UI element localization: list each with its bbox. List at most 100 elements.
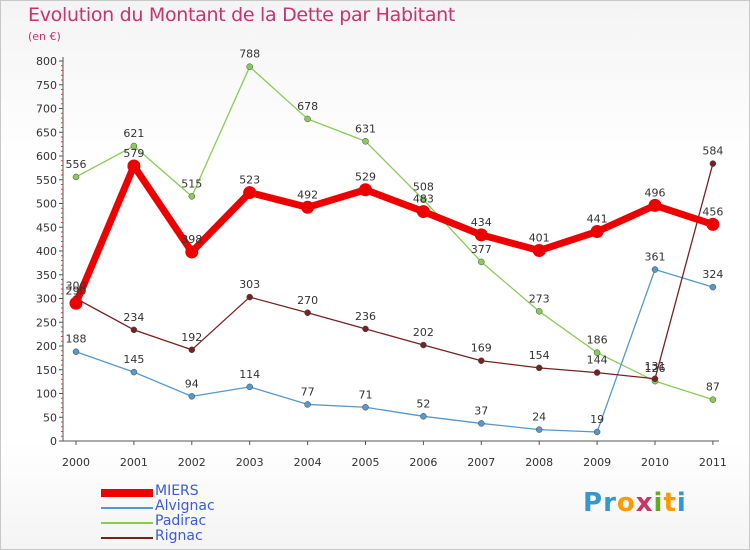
legend-swatch (101, 489, 153, 497)
y-tick-label: 300 (36, 293, 57, 306)
data-label: 434 (471, 216, 492, 229)
data-labels: 290 579 398 523 492 529 483 434 401 441 496 456 188 1… (66, 48, 724, 426)
data-point (651, 266, 659, 273)
data-label: 361 (645, 251, 666, 264)
series-lines (72, 66, 717, 433)
data-label: 37 (474, 404, 488, 417)
data-point (188, 346, 196, 354)
data-point (69, 296, 83, 310)
data-point (420, 196, 427, 203)
data-point (130, 326, 138, 334)
data-point (478, 420, 485, 427)
data-label: 202 (413, 326, 434, 339)
x-tick-label: 2006 (409, 456, 437, 469)
x-tick-label: 2010 (641, 456, 669, 469)
logo-letter: P (583, 488, 604, 518)
data-label: 144 (587, 354, 608, 367)
data-point (709, 396, 717, 403)
series-line-miers (72, 162, 717, 307)
data-point (593, 428, 601, 436)
x-tick-label: 2002 (178, 456, 206, 469)
data-label: 19 (590, 413, 604, 426)
data-point (362, 325, 369, 333)
series-line-alvignac (75, 268, 714, 433)
data-point (243, 186, 257, 200)
data-label: 300 (66, 280, 87, 293)
data-label: 398 (181, 233, 202, 246)
legend-label: Alvignac (155, 498, 215, 514)
data-label: 401 (529, 232, 550, 245)
data-point (304, 309, 311, 316)
data-label: 145 (123, 353, 144, 366)
data-label: 508 (413, 181, 434, 194)
data-point (362, 138, 369, 145)
y-tick-label: 250 (36, 316, 57, 329)
y-tick-label: 0 (50, 435, 57, 448)
data-label: 483 (413, 193, 434, 206)
logo-letter: r (603, 488, 617, 518)
y-tick-label: 200 (36, 340, 57, 353)
data-point (185, 245, 199, 259)
data-label: 273 (529, 292, 550, 305)
data-point (246, 293, 253, 301)
data-label: 556 (66, 158, 87, 171)
data-label: 236 (355, 310, 376, 323)
data-point (478, 258, 485, 266)
data-label: 188 (66, 333, 87, 346)
data-point (72, 348, 80, 355)
data-label: 192 (181, 331, 202, 344)
logo-letter: i (676, 488, 687, 518)
data-point (593, 349, 601, 356)
y-tick-label: 400 (36, 245, 57, 258)
data-point (706, 217, 720, 231)
data-label: 324 (702, 268, 723, 281)
data-label: 71 (359, 388, 373, 401)
data-label: 126 (645, 362, 666, 375)
data-point (420, 413, 427, 420)
data-point (188, 393, 196, 400)
data-point (246, 63, 253, 70)
y-tick-label: 50 (43, 411, 57, 424)
legend-label: Rignac (155, 528, 203, 544)
data-label: 515 (181, 177, 202, 190)
data-label: 788 (239, 48, 260, 61)
logo-letter: i (653, 488, 664, 518)
legend-swatch (101, 522, 153, 524)
data-point (416, 205, 430, 219)
data-label: 114 (239, 368, 260, 381)
data-point (593, 369, 601, 376)
data-point (709, 283, 717, 291)
data-label: 154 (529, 349, 550, 362)
legend-label: MIERS (155, 483, 199, 499)
y-tick-label: 350 (36, 269, 57, 282)
series-line-rignac (75, 162, 714, 380)
axes: 0 50 100 150 200 250 300 350 400 450 500 550 600 650 7… (36, 55, 727, 469)
data-label: 169 (471, 342, 492, 355)
x-tick-label: 2005 (352, 456, 380, 469)
y-tick-label: 150 (36, 364, 57, 377)
y-tick-label: 450 (36, 221, 57, 234)
x-tick-label: 2009 (583, 456, 611, 469)
data-point (130, 368, 138, 376)
x-tick-label: 2004 (294, 456, 322, 469)
data-point (535, 308, 543, 315)
data-point (535, 364, 543, 372)
data-point (420, 341, 427, 349)
data-point (535, 426, 543, 433)
series-line-padirac (75, 66, 714, 401)
chart-title: Evolution du Montant de la Dette par Hab… (28, 4, 456, 26)
y-tick-label: 700 (36, 103, 57, 116)
data-label: 621 (123, 127, 144, 140)
data-point (362, 404, 369, 411)
y-tick-label: 750 (36, 79, 57, 92)
logo-letter: x (635, 488, 654, 518)
proxiti-logo: Proxiti (583, 488, 687, 518)
y-tick-label: 100 (36, 388, 57, 401)
y-tick-label: 600 (36, 150, 57, 163)
data-label: 77 (301, 385, 315, 398)
data-label: 94 (185, 377, 199, 390)
data-point (304, 401, 311, 408)
data-label: 290 (66, 284, 87, 297)
